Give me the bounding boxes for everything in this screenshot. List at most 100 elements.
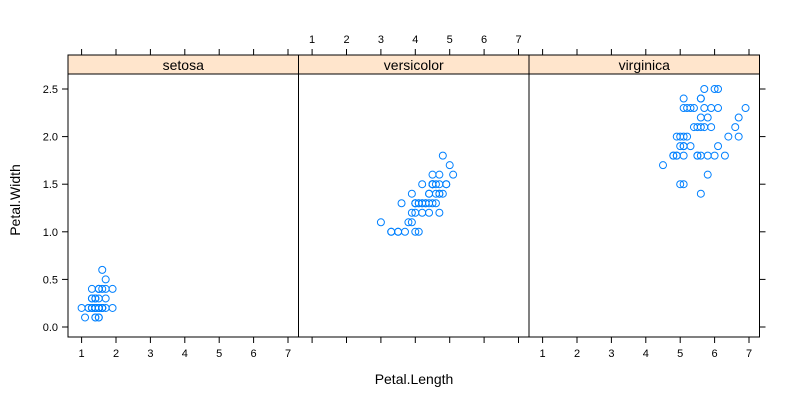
point-versicolor-22 — [442, 180, 451, 189]
point-versicolor-48 — [376, 218, 385, 227]
point-virginica-37 — [693, 151, 702, 160]
point-virginica-9 — [714, 85, 723, 93]
point-virginica-22 — [734, 132, 743, 141]
point-versicolor-49 — [414, 199, 423, 208]
x-tick-label-virginica-5: 5 — [677, 348, 683, 360]
x-tick-label-virginica-7: 7 — [746, 348, 752, 360]
point-virginica-29 — [703, 170, 712, 179]
x-tick-label-versicolor-6: 6 — [481, 34, 487, 46]
point-virginica-14 — [679, 94, 688, 103]
point-versicolor-29 — [394, 227, 403, 236]
x-tick-label-virginica-6: 6 — [712, 348, 718, 360]
point-virginica-40 — [696, 94, 705, 103]
point-versicolor-32 — [407, 208, 416, 217]
point-versicolor-41 — [431, 189, 440, 198]
x-tick-label-versicolor-4: 4 — [412, 34, 418, 46]
x-tick-label-setosa-3: 3 — [147, 348, 153, 360]
panel-strip-label-setosa: setosa — [163, 57, 204, 73]
point-setosa-24 — [108, 303, 117, 312]
point-setosa-48 — [94, 303, 103, 312]
point-virginica-11 — [686, 142, 695, 151]
point-virginica-32 — [696, 113, 705, 122]
x-tick-label-versicolor-7: 7 — [515, 34, 521, 46]
x-tick-label-versicolor-2: 2 — [343, 34, 349, 46]
point-virginica-18 — [741, 104, 750, 113]
point-virginica-47 — [683, 132, 692, 141]
point-virginica-41 — [679, 104, 688, 113]
point-setosa-31 — [94, 284, 103, 293]
x-tick-label-virginica-2: 2 — [574, 348, 580, 360]
y-tick-label-4: 2.0 — [43, 132, 58, 144]
point-versicolor-46 — [418, 199, 427, 208]
point-virginica-21 — [672, 132, 681, 141]
point-virginica-42 — [679, 142, 688, 151]
point-versicolor-33 — [449, 170, 458, 179]
panel-frame-virginica — [528, 73, 760, 338]
x-tick-label-virginica-4: 4 — [643, 348, 649, 360]
point-virginica-30 — [714, 142, 723, 151]
point-versicolor-13 — [435, 189, 444, 198]
point-virginica-35 — [714, 104, 723, 113]
point-virginica-6 — [659, 161, 667, 170]
point-setosa-23 — [101, 275, 110, 284]
point-setosa-44 — [108, 284, 117, 293]
x-tick-label-setosa-7: 7 — [285, 348, 291, 360]
x-tick-label-setosa-5: 5 — [216, 348, 222, 360]
point-versicolor-14 — [397, 199, 406, 208]
point-setosa-16 — [87, 284, 96, 293]
x-axis-title: Petal.Length — [375, 371, 454, 387]
point-versicolor-4 — [431, 180, 440, 189]
point-virginica-46 — [676, 142, 685, 151]
point-setosa-22 — [77, 303, 86, 312]
x-tick-label-virginica-1: 1 — [540, 348, 546, 360]
point-versicolor-36 — [435, 180, 444, 189]
point-versicolor-40 — [425, 208, 434, 217]
x-tick-label-setosa-1: 1 — [79, 348, 85, 360]
y-tick-label-1: 0.5 — [43, 274, 58, 286]
point-versicolor-19 — [407, 218, 416, 227]
point-setosa-18 — [101, 294, 110, 303]
x-tick-label-setosa-4: 4 — [182, 348, 188, 360]
x-tick-label-versicolor-5: 5 — [447, 34, 453, 46]
point-setosa-43 — [98, 265, 107, 274]
y-tick-label-2: 1.0 — [43, 227, 58, 239]
point-virginica-0 — [710, 85, 719, 93]
point-virginica-25 — [710, 151, 719, 160]
point-virginica-5 — [731, 123, 740, 132]
point-virginica-49 — [679, 151, 688, 160]
point-setosa-37 — [91, 313, 100, 322]
point-setosa-45 — [91, 294, 100, 303]
point-virginica-24 — [700, 123, 709, 132]
point-versicolor-30 — [404, 218, 413, 227]
point-versicolor-20 — [438, 151, 447, 160]
panel-strip-label-virginica: virginica — [619, 57, 671, 73]
panel-strip-label-versicolor: versicolor — [384, 57, 444, 73]
point-versicolor-23 — [435, 208, 444, 217]
x-tick-label-setosa-2: 2 — [113, 348, 119, 360]
point-virginica-48 — [689, 104, 698, 113]
point-virginica-7 — [720, 151, 729, 160]
point-virginica-39 — [689, 123, 698, 132]
point-virginica-19 — [676, 180, 685, 189]
x-tick-label-versicolor-1: 1 — [309, 34, 315, 46]
point-versicolor-31 — [400, 227, 409, 236]
point-virginica-2 — [707, 123, 716, 132]
point-virginica-43 — [707, 104, 716, 113]
point-virginica-20 — [700, 104, 709, 113]
point-versicolor-45 — [418, 208, 427, 217]
point-setosa-13 — [81, 313, 90, 322]
point-virginica-34 — [696, 189, 705, 198]
point-versicolor-9 — [407, 189, 416, 198]
point-virginica-4 — [703, 113, 712, 122]
y-tick-label-5: 2.5 — [43, 84, 58, 96]
point-versicolor-12 — [411, 227, 420, 236]
x-tick-label-virginica-3: 3 — [608, 348, 614, 360]
point-versicolor-35 — [428, 170, 437, 179]
x-tick-label-setosa-6: 6 — [251, 348, 257, 360]
point-versicolor-17 — [414, 227, 423, 236]
point-setosa-49 — [91, 303, 100, 312]
point-setosa-26 — [98, 284, 107, 293]
point-versicolor-27 — [445, 161, 454, 170]
point-virginica-33 — [679, 180, 688, 189]
